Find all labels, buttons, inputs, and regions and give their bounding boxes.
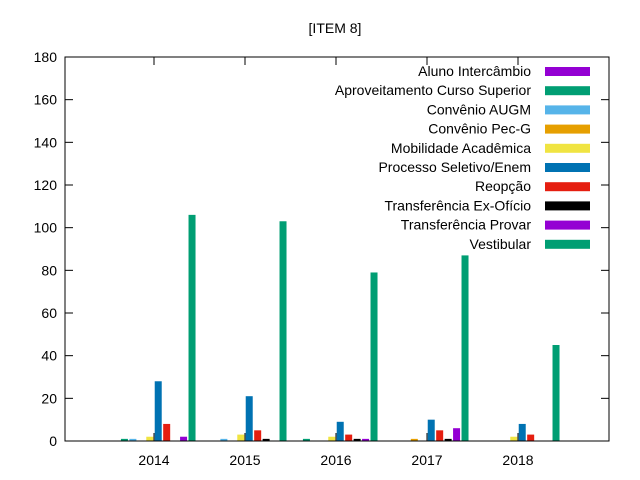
legend-swatch: [545, 220, 590, 230]
chart-title: [ITEM 8]: [309, 20, 362, 36]
y-tick-label: 100: [34, 220, 58, 236]
legend-label: Transferência Ex-Ofício: [384, 197, 531, 213]
bar: [336, 421, 344, 441]
bar: [444, 438, 452, 441]
legend-swatch: [545, 124, 590, 134]
bar: [146, 436, 154, 441]
bar: [188, 214, 196, 441]
bar: [518, 423, 526, 441]
y-tick-label: 0: [49, 433, 57, 449]
x-tick-label: 2018: [502, 452, 533, 468]
y-axis: 0 20 40 60 80 100 120 140 160 180: [34, 49, 609, 449]
bar: [410, 438, 418, 441]
bar: [254, 430, 262, 441]
legend-swatch: [545, 201, 590, 211]
bar: [220, 438, 228, 441]
bar: [461, 255, 469, 441]
legend-label: Mobilidade Acadêmica: [391, 140, 531, 156]
legend-label: Convênio AUGM: [427, 101, 531, 117]
bar: [552, 345, 560, 441]
y-tick-label: 120: [34, 177, 58, 193]
plot-frame: [64, 56, 610, 442]
legend-swatch: [545, 182, 590, 192]
legend-swatch: [545, 67, 590, 76]
bar: [370, 272, 378, 441]
bar: [180, 436, 188, 441]
x-tick-label: 2015: [229, 452, 260, 468]
bar: [427, 419, 435, 441]
legend-label: Vestibular: [470, 236, 532, 252]
bar: [237, 434, 245, 441]
bar: [279, 221, 287, 441]
bar: [362, 438, 370, 441]
bar: [245, 396, 253, 441]
bar: [345, 434, 353, 441]
legend-label: Transferência Provar: [401, 217, 532, 233]
legend-label: Processo Seletivo/Enem: [378, 159, 531, 175]
y-tick-label: 80: [41, 262, 57, 278]
bar: [262, 438, 270, 441]
bar: [302, 438, 310, 441]
legend-swatch: [545, 239, 590, 249]
bar: [328, 436, 336, 441]
bar: [436, 430, 444, 441]
y-tick-label: 160: [34, 92, 58, 108]
bar: [154, 381, 162, 441]
y-tick-label: 20: [41, 390, 57, 406]
x-tick-label: 2016: [320, 452, 351, 468]
legend-swatch: [545, 86, 590, 96]
legend-label: Convênio Pec-G: [428, 121, 531, 137]
bar: [163, 423, 171, 441]
bar: [527, 434, 535, 441]
bar: [510, 436, 518, 441]
bars: [120, 214, 560, 441]
legend-label: Aproveitamento Curso Superior: [335, 82, 531, 98]
y-tick-label: 140: [34, 134, 58, 150]
legend-swatch: [545, 105, 590, 115]
y-tick-label: 60: [41, 305, 57, 321]
x-tick-label: 2014: [138, 452, 169, 468]
y-tick-label: 40: [41, 348, 57, 364]
legend-swatch: [545, 163, 590, 172]
bar: [353, 438, 361, 441]
legend: Aluno Intercâmbio Aproveitamento Curso Su…: [335, 63, 590, 252]
x-axis: 2014 2015 2016 2017 2018: [138, 57, 534, 468]
x-tick-label: 2017: [411, 452, 442, 468]
legend-swatch: [545, 143, 590, 153]
legend-label: Reopção: [475, 178, 531, 194]
bar: [453, 428, 461, 441]
bar: [129, 438, 137, 441]
bar: [120, 438, 128, 441]
y-tick-label: 180: [34, 49, 58, 65]
legend-label: Aluno Intercâmbio: [418, 63, 531, 79]
